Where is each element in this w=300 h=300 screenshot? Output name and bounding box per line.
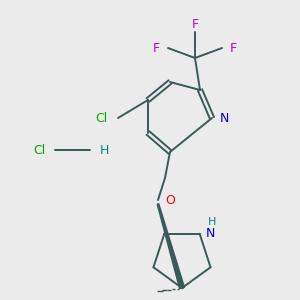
- Text: Cl: Cl: [96, 112, 108, 124]
- Text: O: O: [165, 194, 175, 206]
- Text: F: F: [191, 17, 199, 31]
- Text: H: H: [100, 143, 110, 157]
- Text: F: F: [153, 41, 160, 55]
- Text: Cl: Cl: [33, 143, 45, 157]
- Text: H: H: [208, 217, 216, 227]
- Polygon shape: [157, 204, 184, 289]
- Text: F: F: [230, 41, 237, 55]
- Text: N: N: [220, 112, 230, 124]
- Text: N: N: [206, 227, 215, 240]
